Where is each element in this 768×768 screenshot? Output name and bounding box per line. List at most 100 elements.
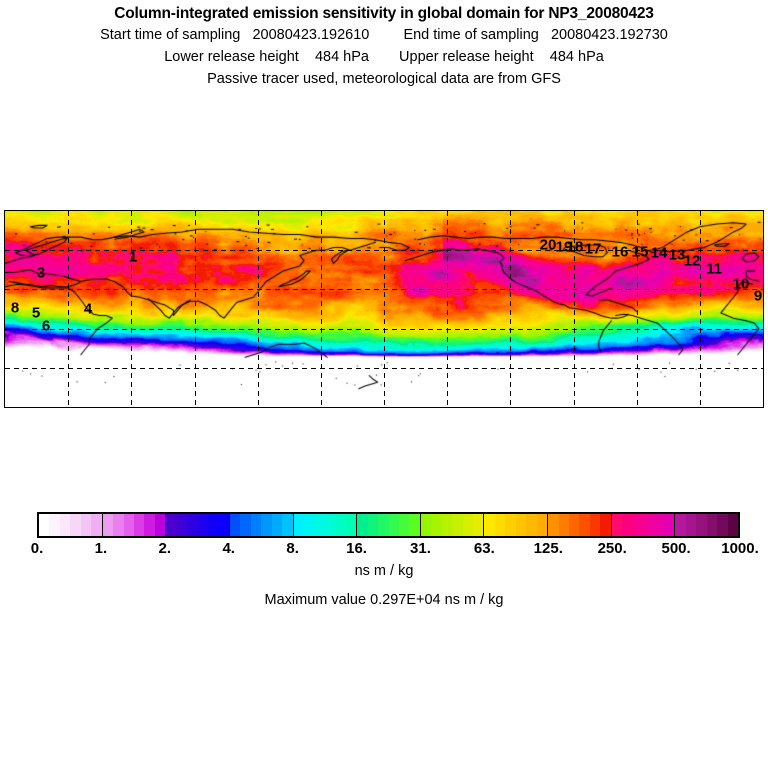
colorbar-tick-2: 2. <box>158 540 172 557</box>
colorbar-subband <box>102 514 114 536</box>
colorbar-subband <box>314 514 325 536</box>
colorbar-subband <box>632 514 644 536</box>
start-time-value: 20080423.192610 <box>252 27 370 43</box>
colorbar-subband <box>685 514 697 536</box>
colorbar-subband <box>526 514 537 536</box>
colorbar-subband <box>706 514 718 536</box>
colorbar-segment-2 <box>166 514 230 536</box>
colorbar-tick-4: 8. <box>286 540 299 557</box>
colorbar-subband <box>727 514 739 536</box>
colorbar-subband <box>569 514 580 536</box>
colorbar-segment-1 <box>102 514 167 536</box>
colorbar-subband <box>49 514 60 536</box>
page-title: Column-integrated emission sensitivity i… <box>114 5 654 22</box>
colorbar-tick-3: 4. <box>222 540 235 557</box>
colorbar-subband <box>452 514 463 536</box>
colorbar-subband <box>388 514 399 536</box>
colorbar-tick-7: 63. <box>473 540 495 557</box>
colorbar <box>37 512 740 538</box>
colorbar-subband <box>643 514 654 536</box>
colorbar-subband <box>441 514 453 536</box>
colorbar-tick-10: 500. <box>661 540 691 557</box>
colorbar-tick-9: 250. <box>597 540 627 557</box>
end-time-value: 20080423.192730 <box>550 27 668 43</box>
colorbar-subband <box>494 514 506 536</box>
colorbar-subband <box>324 514 336 536</box>
colorbar-subband <box>229 514 241 536</box>
colorbar-subband <box>80 514 92 536</box>
colorbar-subband <box>70 514 81 536</box>
colorbar-segment-5 <box>357 514 421 536</box>
colorbar-subband <box>293 514 304 536</box>
colorbar-subband <box>218 514 229 536</box>
colorbar-subband <box>548 514 559 536</box>
colorbar-subband <box>282 514 293 536</box>
colorbar-segment-4 <box>293 514 358 536</box>
tracer-note: Passive tracer used, meteorological data… <box>207 71 561 87</box>
colorbar-subband <box>600 514 611 536</box>
colorbar-subband <box>589 514 601 536</box>
colorbar-subband <box>579 514 590 536</box>
sampling-time-line: Start time of sampling 20080423.192610 E… <box>0 24 768 46</box>
colorbar-subband <box>197 514 209 536</box>
colorbar-subband <box>113 514 124 536</box>
colorbar-subband <box>515 514 527 536</box>
colorbar-subband <box>536 514 548 536</box>
colorbar-subband <box>240 514 251 536</box>
colorbar-segment-10 <box>675 514 739 536</box>
colorbar-subband <box>378 514 389 536</box>
lower-height-label: Lower release height <box>164 49 299 65</box>
upper-height-label: Upper release height <box>399 49 534 65</box>
colorbar-subband <box>345 514 357 536</box>
emission-sensitivity-map: 1 3 8 5 4 6 20 19 18 17 16 15 14 13 12 11 10 9 <box>4 210 764 408</box>
colorbar-subband <box>462 514 474 536</box>
colorbar-subband <box>558 514 569 536</box>
colorbar-unit-label: ns m / kg <box>354 563 414 579</box>
release-height-line: Lower release height 484 hPa Upper relea… <box>0 46 768 68</box>
colorbar-subband <box>663 514 675 536</box>
colorbar-tick-5: 16. <box>346 540 367 557</box>
colorbar-tick-8: 125. <box>533 540 563 557</box>
colorbar-tick-0: 0. <box>30 540 44 557</box>
colorbar-subband <box>187 514 198 536</box>
colorbar-subband <box>335 514 346 536</box>
colorbar-segment-9 <box>611 514 676 536</box>
colorbar-segment-0 <box>39 514 103 536</box>
colorbar-subband <box>357 514 368 536</box>
colorbar-subband <box>261 514 272 536</box>
colorbar-subband <box>144 514 155 536</box>
colorbar-subband <box>304 514 315 536</box>
colorbar-subband <box>611 514 623 536</box>
colorbar-subband <box>398 514 410 536</box>
colorbar-subband <box>473 514 484 536</box>
colorbar-subband <box>717 514 728 536</box>
colorbar-subband <box>176 514 188 536</box>
colorbar-subband <box>59 514 71 536</box>
lower-height-value: 484 hPa <box>314 49 369 65</box>
colorbar-subband <box>91 514 102 536</box>
colorbar-subband <box>505 514 516 536</box>
maximum-value-label: Maximum value 0.297E+04 ns m / kg <box>264 592 504 608</box>
colorbar-tick-1: 1. <box>94 540 108 557</box>
upper-height-value: 484 hPa <box>549 49 604 65</box>
header-block: Column-integrated emission sensitivity i… <box>0 0 768 90</box>
colorbar-subband <box>133 514 145 536</box>
colorbar-subband <box>39 514 50 536</box>
colorbar-segment-7 <box>484 514 549 536</box>
colorbar-subband <box>208 514 219 536</box>
end-time-label: End time of sampling <box>403 27 539 43</box>
colorbar-subband <box>420 514 432 536</box>
colorbar-subband <box>622 514 633 536</box>
colorbar-segment-3 <box>229 514 294 536</box>
colorbar-tick-6: 31. <box>410 540 431 557</box>
start-time-label: Start time of sampling <box>100 27 241 43</box>
colorbar-tick-11: 1000. <box>721 540 759 557</box>
colorbar-subband <box>123 514 134 536</box>
colorbar-tick-labels: 0. 1. 2. 4. 8. 16. 31. 63. 125. 250. 500. 1000. <box>0 541 768 561</box>
colorbar-subband <box>367 514 379 536</box>
colorbar-segment-8 <box>548 514 612 536</box>
colorbar-subband <box>675 514 686 536</box>
colorbar-subband <box>409 514 420 536</box>
colorbar-segment-6 <box>420 514 485 536</box>
colorbar-block: 0. 1. 2. 4. 8. 16. 31. 63. 125. 250. 500. 1000. <box>0 508 768 557</box>
